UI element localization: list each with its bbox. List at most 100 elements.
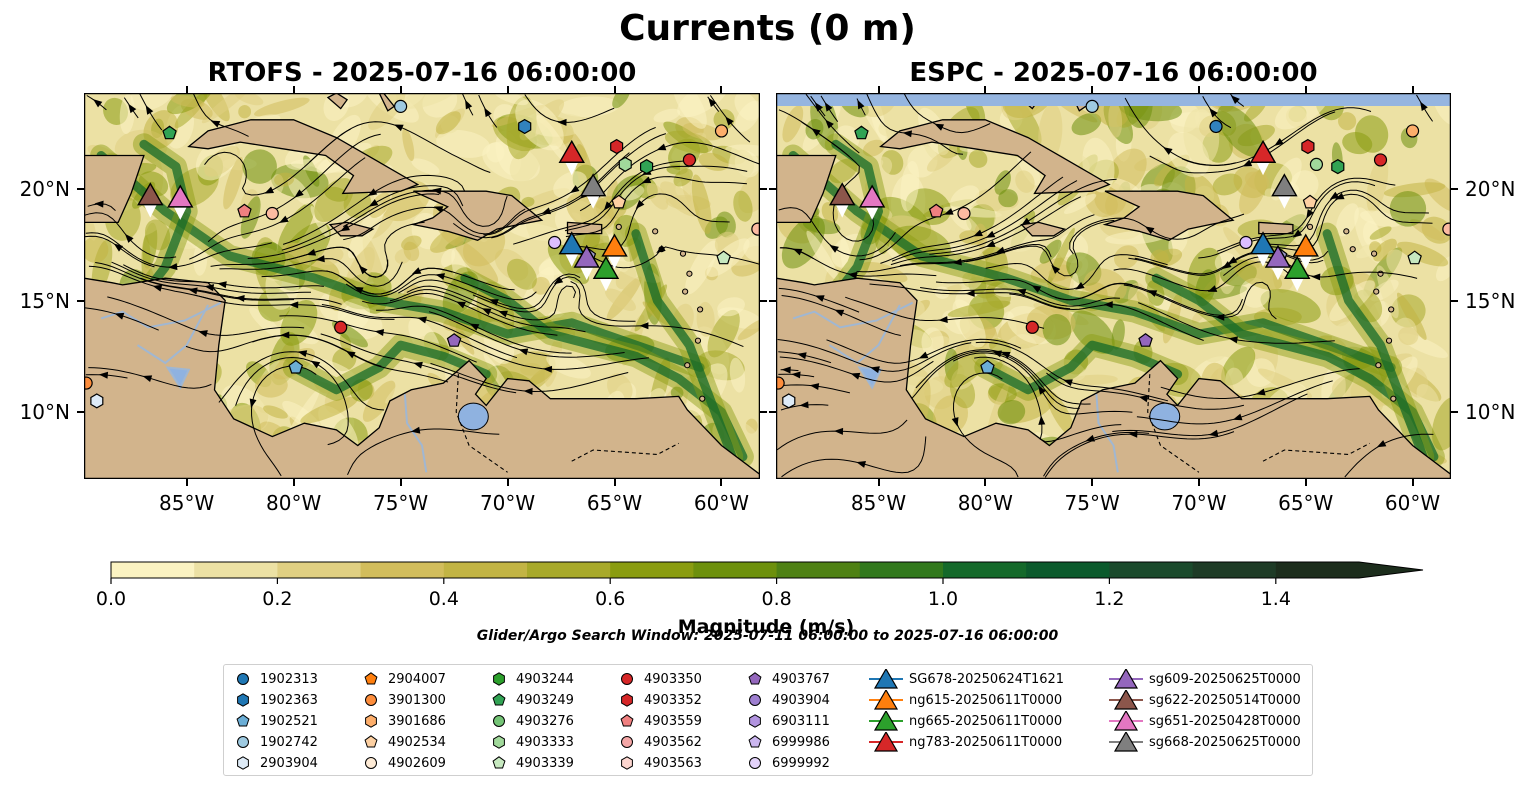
streamline-arrow	[943, 208, 954, 215]
espc-current-map	[776, 93, 1451, 479]
island	[615, 223, 622, 230]
glider-track	[143, 203, 158, 218]
legend-entry: 6999992	[744, 753, 830, 773]
streamline-arrow	[210, 120, 221, 128]
streamline-arrow	[289, 301, 299, 309]
legend-entry: sg622-20250514T0000	[1109, 690, 1301, 710]
legend-marker-icon	[237, 673, 249, 685]
legend-label: 3901300	[388, 692, 446, 708]
colorbar-segment	[194, 562, 278, 578]
x-tick-label: 85°W	[159, 491, 215, 515]
float-marker	[714, 124, 729, 138]
map-frame	[776, 93, 1451, 479]
x-tick	[613, 86, 616, 93]
legend-marker-icon	[748, 735, 762, 748]
streamline-arrow	[635, 199, 645, 210]
legend-entry: 4903333	[488, 732, 574, 752]
border-or-river	[571, 442, 679, 462]
map-frame	[84, 93, 760, 479]
y-tick	[760, 411, 767, 414]
streamline-arrow	[353, 286, 364, 294]
land-polygon	[328, 221, 375, 237]
island	[686, 270, 693, 277]
colorbar-segment	[943, 562, 1027, 578]
legend-marker-icon	[236, 714, 250, 727]
legend-entry: 4903244	[488, 669, 574, 689]
float-marker	[265, 206, 279, 221]
legend-label: 3901686	[388, 713, 446, 729]
island	[1343, 228, 1350, 235]
streamline-arrow	[850, 372, 861, 380]
legend-entry: 3901300	[360, 690, 446, 710]
y-tick-label: 15°N	[19, 288, 70, 313]
legend-marker-icon	[493, 715, 505, 727]
streamline-arrow	[1209, 108, 1218, 118]
streamline-arrow	[557, 118, 567, 126]
streamline-arrow	[1031, 285, 1042, 293]
streamline-arrow	[856, 461, 866, 468]
legend-marker-icon	[493, 672, 505, 686]
y-tick	[77, 299, 84, 302]
land-polygon	[776, 154, 837, 224]
float-marker	[957, 206, 971, 221]
colorbar-segment	[443, 562, 528, 578]
colorbar-segment	[859, 562, 944, 578]
lake-nicaragua	[165, 366, 191, 390]
float-marker	[1085, 99, 1099, 113]
streamline-arrow	[489, 299, 499, 306]
streamline-arrow	[1138, 395, 1149, 403]
float-marker	[611, 194, 627, 209]
legend-entry: 4903562	[616, 732, 702, 752]
legend-entry: 4902534	[360, 732, 446, 752]
legend-marker-icon	[365, 694, 377, 706]
land-masses	[84, 93, 760, 479]
float-marker	[548, 235, 562, 250]
legend-marker-icon	[621, 673, 633, 685]
legend-marker-icon	[1109, 732, 1143, 752]
streamline-arrow	[367, 188, 378, 196]
streamline-arrow	[1228, 336, 1238, 344]
legend-entry: 1902742	[232, 732, 318, 752]
glider-marker	[558, 139, 585, 163]
glider-marker	[592, 255, 620, 279]
streamlines	[776, 93, 1434, 478]
x-tick-label: 65°W	[586, 491, 643, 515]
float-marker	[1309, 157, 1324, 171]
streamline-arrow	[374, 329, 385, 337]
streamline-arrow	[570, 185, 580, 194]
legend-marker-icon	[749, 694, 761, 706]
streamline-arrow	[114, 312, 125, 320]
glider-track	[1290, 277, 1305, 292]
float-marker	[1407, 250, 1422, 265]
streamline-arrow	[1255, 388, 1266, 396]
float-marker	[1239, 235, 1253, 250]
streamline-arrow	[204, 284, 215, 292]
float-marker	[1302, 194, 1318, 209]
x-tick	[506, 86, 509, 93]
glider-marker	[858, 184, 886, 208]
x-tick	[185, 86, 188, 93]
current-jet-core	[1322, 229, 1428, 462]
legend-entry: 1902313	[232, 669, 318, 689]
streamline-arrow	[315, 255, 325, 263]
land-masses	[776, 93, 1451, 479]
legend-label: 1902313	[260, 671, 318, 687]
legend-marker-icon	[621, 756, 633, 770]
streamline-arrow	[94, 200, 104, 208]
glider-marker	[137, 182, 164, 206]
x-tick-label: 80°W	[957, 491, 1013, 515]
streamline-arrow	[433, 206, 444, 213]
streamline-arrow	[656, 143, 667, 151]
float-marker	[751, 222, 760, 236]
border-or-river	[792, 301, 914, 329]
y-tick	[1451, 299, 1458, 302]
streamline-arrow	[834, 427, 844, 435]
streamline-arrow	[1334, 192, 1345, 200]
legend-label: 4903244	[516, 671, 574, 687]
legend-label: 4903562	[644, 734, 702, 750]
x-tick	[877, 86, 880, 93]
streamline-arrow	[973, 229, 983, 237]
legend-marker-icon	[492, 756, 506, 769]
glider-track	[586, 194, 601, 209]
legend-label: 6903111	[772, 713, 830, 729]
